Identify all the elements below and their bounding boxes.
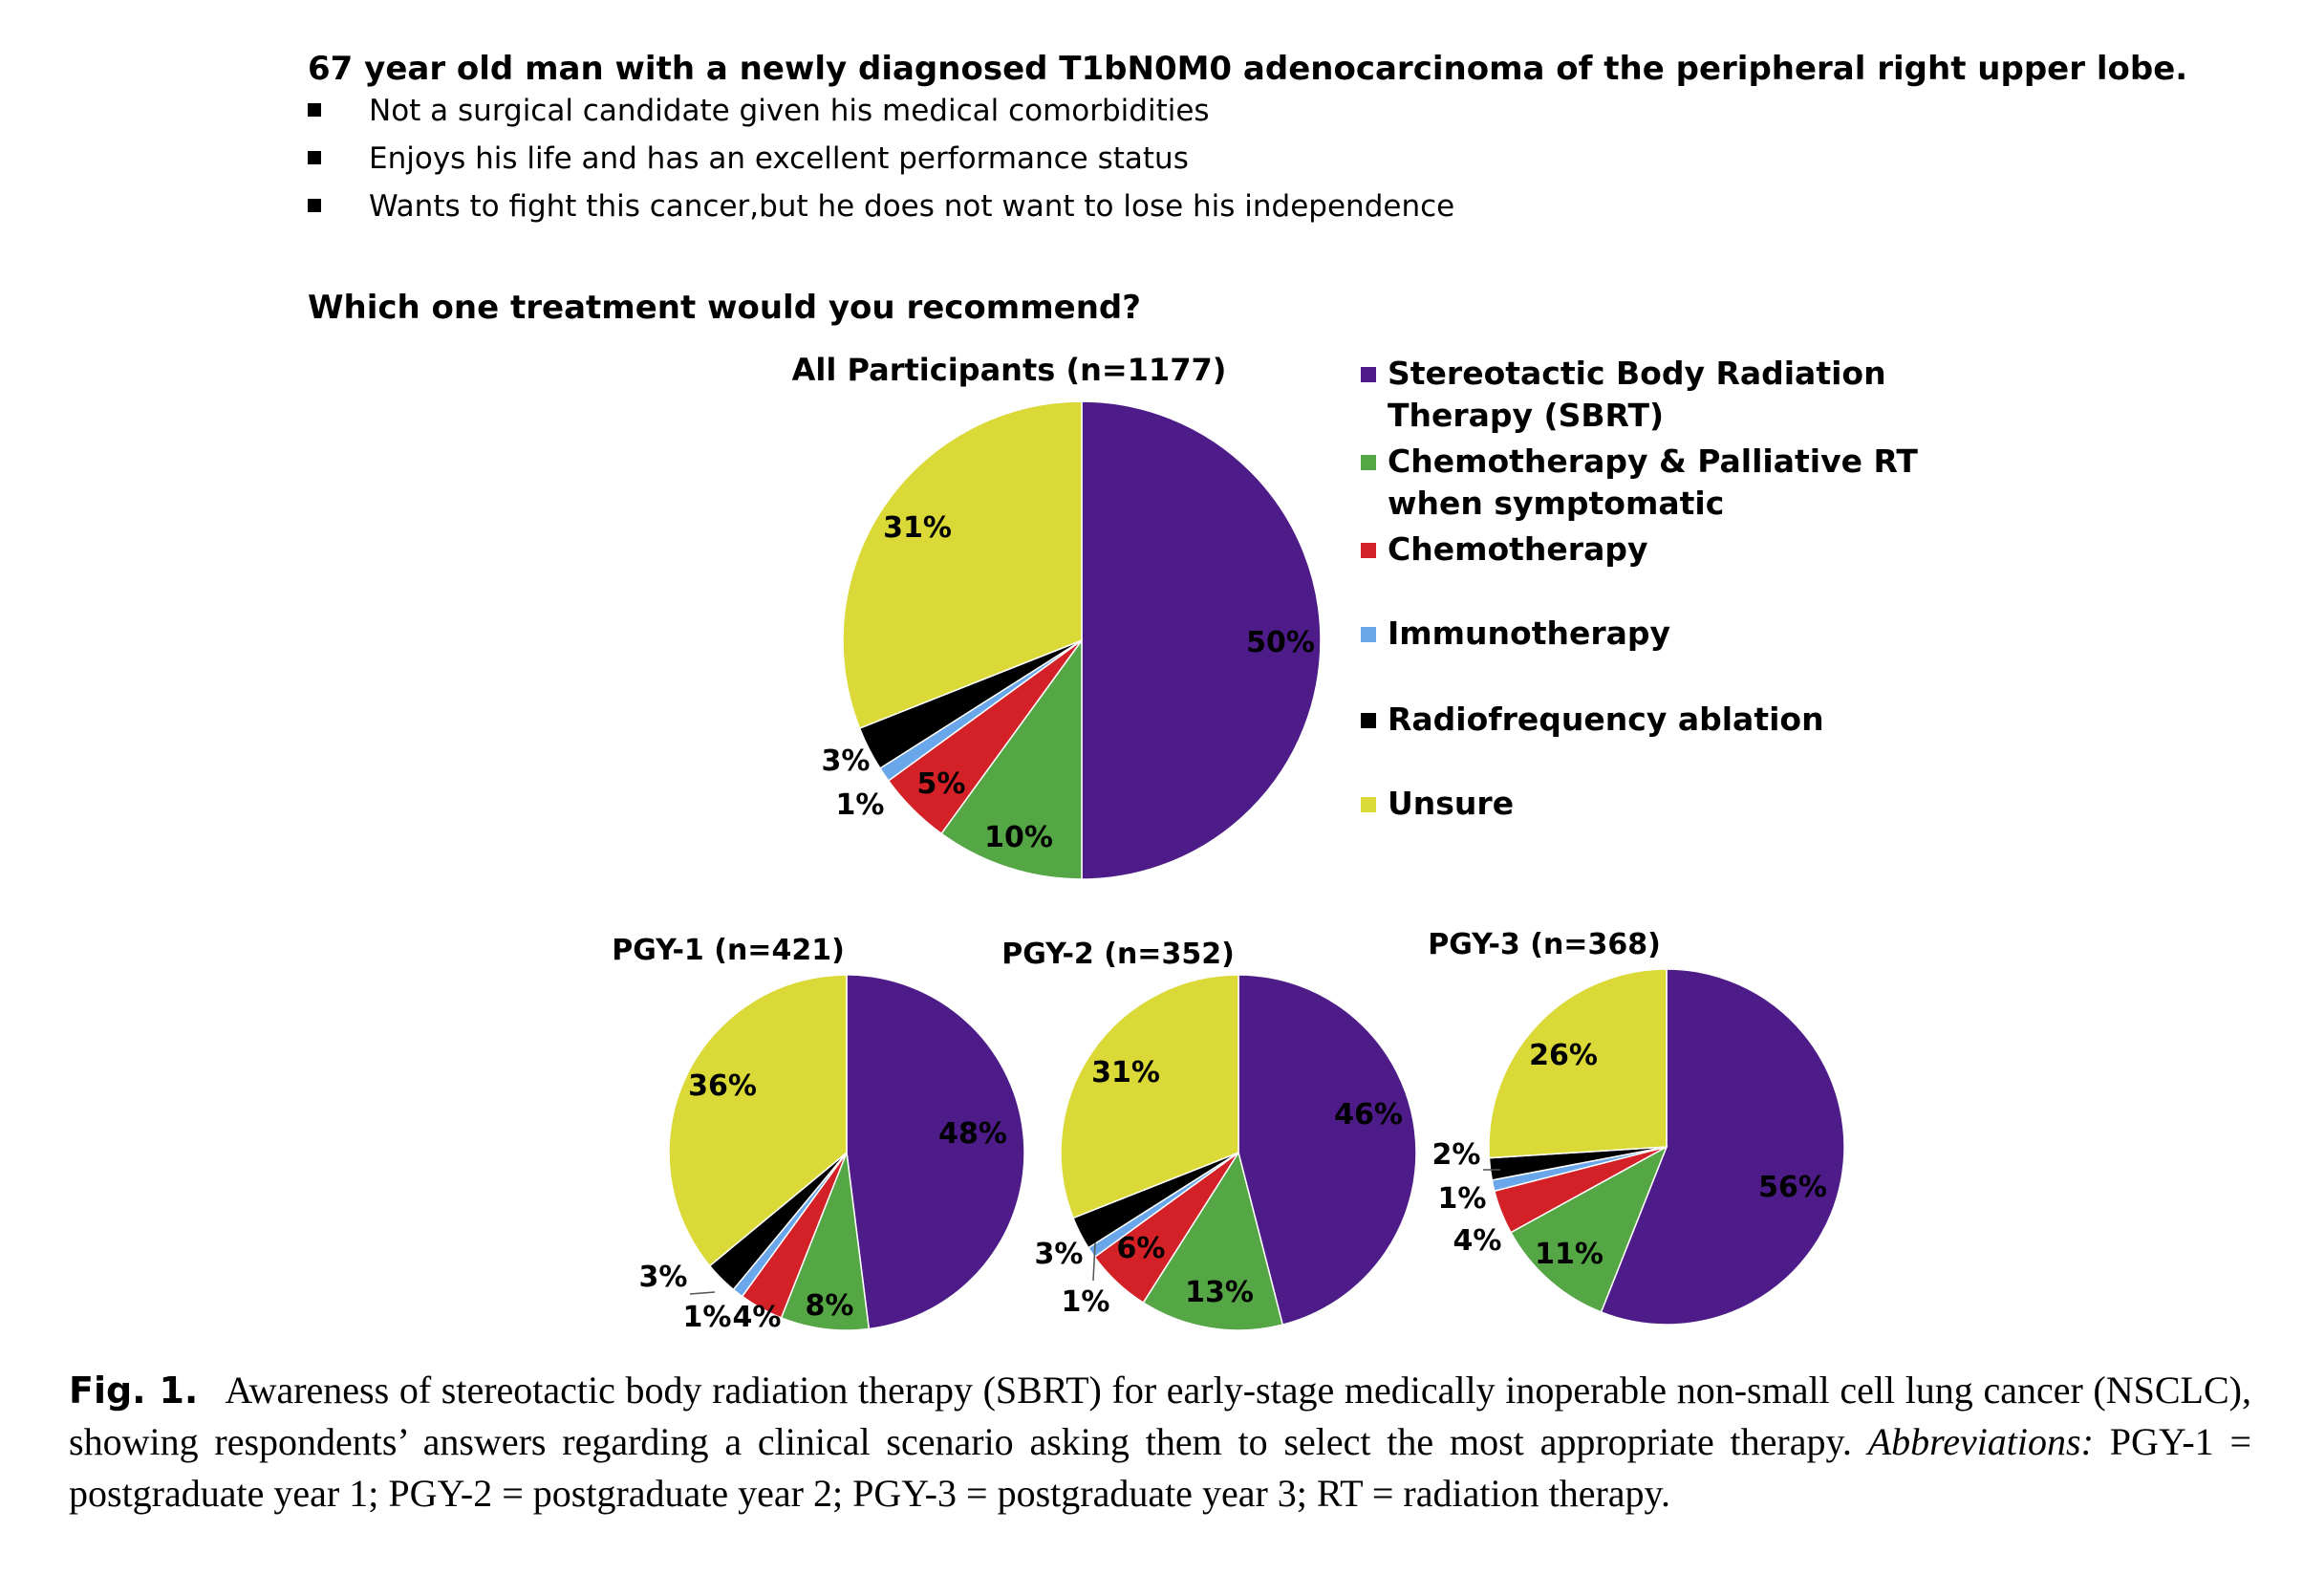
caption-abbreviations-text: PGY-1 = postgraduate year 1; PGY-2 = pos… [69, 1420, 2252, 1515]
figure-label: Fig. 1. [69, 1370, 199, 1412]
legend-label: Stereotactic Body Radiation [1388, 355, 1886, 392]
pie-chart-title: All Participants (n=1177) [792, 352, 1227, 388]
caption-abbreviations-label: Abbreviations: [1867, 1420, 2094, 1463]
pie-data-label: 31% [883, 511, 952, 545]
pie-data-label: 2% [1432, 1138, 1481, 1172]
legend-swatch [1361, 543, 1376, 558]
pie-data-label: 50% [1246, 626, 1315, 659]
figure-caption: Fig. 1. Awareness of stereotactic body ra… [69, 1365, 2251, 1520]
pie-data-label: 1% [836, 788, 885, 822]
pie-slice [780, 1152, 871, 1331]
legend-label: Unsure [1388, 785, 1514, 822]
pie-chart-title: PGY-3 (n=368) [1428, 928, 1661, 961]
pie-data-label: 13% [1185, 1276, 1254, 1309]
pie-chart-title: PGY-2 (n=352) [1001, 938, 1235, 971]
label-leader-line [1092, 1241, 1096, 1282]
pie-slice [1238, 974, 1417, 1326]
pie-data-label: 10% [984, 821, 1053, 854]
question-heading: Which one treatment would you recommend? [308, 289, 1141, 327]
pie-chart-title: PGY-1 (n=421) [612, 934, 845, 967]
legend-swatch [1361, 367, 1376, 382]
square-bullet-icon [308, 151, 321, 164]
pie-data-label: 3% [822, 744, 871, 778]
scenario-title: 67 year old man with a newly diagnosed T… [308, 50, 2188, 88]
pie-slice [846, 974, 1025, 1330]
pie-data-label: 8% [806, 1289, 854, 1323]
legend-label: Radiofrequency ablation [1388, 701, 1824, 738]
pie-data-label: 26% [1529, 1039, 1598, 1072]
pie-data-label: 56% [1758, 1171, 1827, 1204]
pie-data-label: 31% [1091, 1056, 1160, 1089]
pie-data-label: 46% [1334, 1098, 1403, 1132]
legend-label: Therapy (SBRT) [1388, 397, 1664, 434]
pie-data-label: 3% [1035, 1238, 1084, 1271]
pie-data-label: 5% [917, 767, 966, 801]
pie-slice [1081, 400, 1322, 880]
pie-data-label: 36% [688, 1069, 757, 1103]
legend-label: when symptomatic [1388, 485, 1724, 522]
pie-slice [1600, 968, 1845, 1326]
legend-swatch [1361, 455, 1376, 470]
scenario-bullet-text: Not a surgical candidate given his medic… [369, 94, 1210, 128]
pie-slice [668, 974, 848, 1267]
label-leader-line [689, 1291, 716, 1295]
pie-data-label: 1% [683, 1301, 732, 1334]
pie-data-label: 1% [1438, 1182, 1487, 1216]
caption-text: Awareness of stereotactic body radiation… [69, 1369, 2251, 1463]
pie-data-label: 4% [733, 1301, 782, 1334]
pie-slice [842, 400, 1083, 730]
legend-swatch [1361, 627, 1376, 642]
pie-data-label: 11% [1535, 1238, 1603, 1271]
legend-label: Immunotherapy [1388, 615, 1670, 652]
legend-label: Chemotherapy & Palliative RT [1388, 442, 1918, 480]
pie-slice [940, 637, 1083, 880]
pie-data-label: 48% [938, 1117, 1007, 1151]
pie-slice [1142, 1151, 1284, 1331]
pie-slice [1060, 974, 1239, 1219]
scenario-bullet-text: Wants to fight this cancer,but he does n… [369, 189, 1455, 224]
pie-data-label: 6% [1117, 1232, 1166, 1265]
pie-slice [1509, 1145, 1668, 1313]
pie-data-label: 3% [639, 1261, 688, 1294]
pie-charts-figure: All Participants (n=1177) 50% 10% 5% 1% 3% 31%… [612, 352, 1918, 1334]
legend-label: Chemotherapy [1388, 530, 1647, 568]
square-bullet-icon [308, 199, 321, 212]
square-bullet-icon [308, 103, 321, 117]
pie-data-label: 1% [1062, 1285, 1110, 1319]
legend-swatch [1361, 713, 1376, 728]
pie-data-label: 4% [1453, 1224, 1502, 1258]
scenario-bullet-text: Enjoys his life and has an excellent per… [369, 141, 1189, 176]
pie-slice [1488, 968, 1668, 1159]
legend-swatch [1361, 797, 1376, 812]
